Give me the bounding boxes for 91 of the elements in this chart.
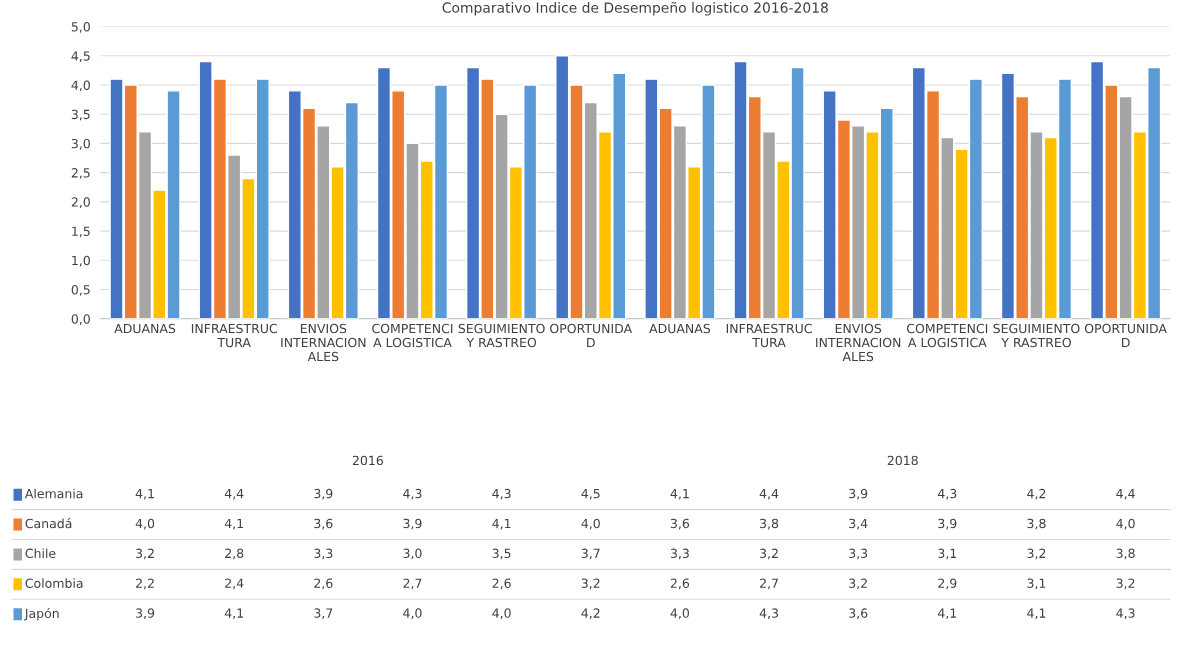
data-label: 3,8 <box>1027 518 1046 530</box>
data-label: 3,2 <box>581 578 600 590</box>
data-label: 4,4 <box>1116 489 1135 500</box>
y-tick-label: 1,0 <box>72 255 90 267</box>
y-tick-label: 2,5 <box>71 168 90 179</box>
legend-label: Chile <box>25 548 56 559</box>
x-tick-label: ADUANAS <box>114 323 176 334</box>
data-label: 4,1 <box>224 518 243 530</box>
data-label: 2,6 <box>670 578 690 590</box>
data-label: 3,0 <box>403 548 422 560</box>
data-label: 4,3 <box>403 488 422 500</box>
data-label: 3,4 <box>849 518 868 530</box>
y-tick-label: 0,0 <box>71 314 90 325</box>
data-label: 2,9 <box>938 578 957 590</box>
x-tick-label: OPORTUNIDA D <box>1084 323 1167 348</box>
data-label: 3,2 <box>1027 548 1046 560</box>
data-label: 3,8 <box>1116 548 1135 560</box>
legend-label: Colombia <box>25 578 83 588</box>
text: 2018 <box>887 455 918 466</box>
x-tick-label: ENVIOS INTERNACION ALES <box>281 323 366 362</box>
x-tick-label: INFRAESTRUC TURA <box>191 323 277 348</box>
data-label: 2,8 <box>225 548 244 560</box>
data-label: 4,4 <box>759 489 779 500</box>
data-label: 4,0 <box>670 608 690 620</box>
data-label: 4,3 <box>492 488 511 500</box>
data-label: 3,3 <box>314 548 333 560</box>
data-label: 3,3 <box>670 548 689 560</box>
data-label: 4,4 <box>224 489 244 500</box>
data-label: 4,5 <box>581 489 600 500</box>
chart-title: Comparativo Indice de Desempeño logistico 2016-2018 <box>442 1 828 16</box>
x-tick-label: ADUANAS <box>649 323 711 334</box>
x-tick-label: COMPETENCI A LOGISTICA <box>372 323 453 348</box>
legend-label: Alemania <box>24 488 83 499</box>
data-label: 4,1 <box>938 608 957 620</box>
y-tick-label: 2,0 <box>71 197 90 209</box>
y-tick-label: 4,0 <box>71 80 90 92</box>
data-label: 3,7 <box>581 548 600 560</box>
x-tick-label: COMPETENCI A LOGISTICA <box>906 323 988 348</box>
data-label: 4,2 <box>1027 488 1046 500</box>
data-label: 2,7 <box>403 578 422 590</box>
y-tick-label: 4,5 <box>71 51 90 62</box>
data-label: 4,3 <box>759 608 778 620</box>
data-label: 4,2 <box>581 608 600 620</box>
data-label: 4,0 <box>581 518 600 530</box>
data-label: 3,1 <box>1027 578 1046 590</box>
x-tick-label: SEGUIMIENTO Y RASTREO <box>458 323 545 348</box>
x-tick-label: INFRAESTRUC TURA <box>726 323 812 348</box>
data-label: 4,1 <box>1027 608 1046 620</box>
x-tick-label: OPORTUNIDA D <box>550 323 633 348</box>
data-label: 3,5 <box>492 548 511 560</box>
data-label: 3,9 <box>314 488 333 500</box>
data-label: 3,1 <box>938 548 957 560</box>
y-tick-label: 3,0 <box>71 138 90 150</box>
data-label: 3,6 <box>670 518 690 530</box>
data-label: 3,9 <box>136 608 155 620</box>
data-label: 3,8 <box>760 518 779 530</box>
legend-label: Japón <box>24 607 59 621</box>
data-label: 4,3 <box>938 488 957 500</box>
data-label: 4,0 <box>492 608 511 620</box>
data-label: 4,1 <box>224 608 243 620</box>
y-tick-label: 3,5 <box>71 109 90 121</box>
data-label: 2,6 <box>314 578 333 590</box>
data-label: 4,0 <box>135 518 155 530</box>
data-label: 4,1 <box>670 489 689 500</box>
data-label: 3,2 <box>1116 578 1135 590</box>
data-label: 4,0 <box>1116 518 1135 530</box>
data-label: 3,2 <box>849 578 867 590</box>
x-tick-label: ENVIOS INTERNACION ALES <box>816 323 901 362</box>
y-tick-label: 5,0 <box>71 22 90 33</box>
data-label: 3,9 <box>938 518 957 530</box>
x-tick-label: SEGUIMIENTO Y RASTREO <box>993 323 1080 348</box>
data-label: 3,2 <box>136 548 154 560</box>
data-label: 3,6 <box>314 518 333 530</box>
data-label: 4,3 <box>1116 608 1135 620</box>
data-label: 2,6 <box>492 578 511 590</box>
y-tick-label: 1,5 <box>72 226 90 238</box>
y-tick-label: 0,5 <box>71 284 90 296</box>
text: 2016 <box>352 455 384 466</box>
data-label: 3,9 <box>849 488 868 500</box>
data-label: 3,9 <box>403 518 422 530</box>
data-label: 2,2 <box>136 578 154 590</box>
data-label: 4,0 <box>403 608 422 620</box>
data-label: 3,3 <box>849 548 868 560</box>
data-label: 4,1 <box>492 518 511 530</box>
data-label: 4,1 <box>135 489 154 500</box>
data-label: 3,7 <box>314 608 333 620</box>
data-label: 2,4 <box>225 578 244 590</box>
data-label: 3,2 <box>760 548 778 560</box>
data-label: 3,6 <box>849 608 868 620</box>
data-label: 2,7 <box>760 578 778 590</box>
legend-label: Canadá <box>25 518 72 529</box>
